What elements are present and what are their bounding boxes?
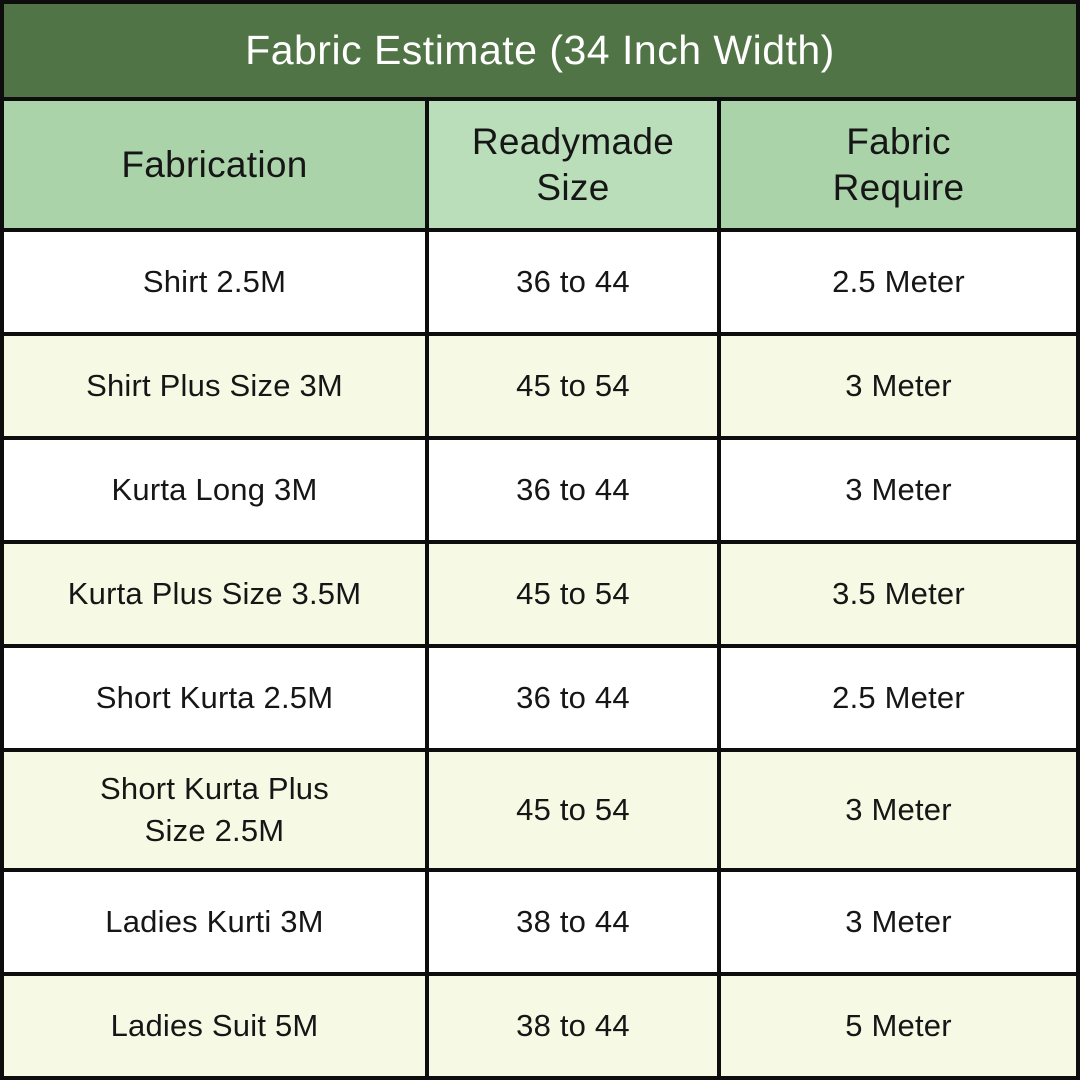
fabric-require-cell: 2.5 Meter [721,648,1076,748]
fabric-require-cell: 2.5 Meter [721,232,1076,332]
fabrication-cell: Ladies Kurti 3M [4,872,425,972]
fabric-require-cell: 3.5 Meter [721,544,1076,644]
fabric-require-cell: 3 Meter [721,872,1076,972]
page-title: Fabric Estimate (34 Inch Width) [4,4,1076,97]
readymade-size-cell: 45 to 54 [429,336,717,436]
readymade-size-cell: 36 to 44 [429,648,717,748]
readymade-size-cell: 38 to 44 [429,872,717,972]
fabrication-cell: Shirt Plus Size 3M [4,336,425,436]
fabric-require-cell: 3 Meter [721,752,1076,868]
readymade-size-cell: 38 to 44 [429,976,717,1076]
fabric-require-cell: 3 Meter [721,440,1076,540]
column-header-readymade-size: Readymade Size [429,101,717,228]
fabric-require-cell: 5 Meter [721,976,1076,1076]
fabric-require-cell: 3 Meter [721,336,1076,436]
readymade-size-cell: 45 to 54 [429,752,717,868]
fabrication-cell: Short Kurta Plus Size 2.5M [4,752,425,868]
fabrication-cell: Kurta Long 3M [4,440,425,540]
column-header-fabrication: Fabrication [4,101,425,228]
readymade-size-cell: 36 to 44 [429,440,717,540]
fabrication-cell: Short Kurta 2.5M [4,648,425,748]
column-header-fabric-require: Fabric Require [721,101,1076,228]
fabrication-cell: Shirt 2.5M [4,232,425,332]
fabrication-cell: Kurta Plus Size 3.5M [4,544,425,644]
fabrication-cell: Ladies Suit 5M [4,976,425,1076]
readymade-size-cell: 45 to 54 [429,544,717,644]
readymade-size-cell: 36 to 44 [429,232,717,332]
